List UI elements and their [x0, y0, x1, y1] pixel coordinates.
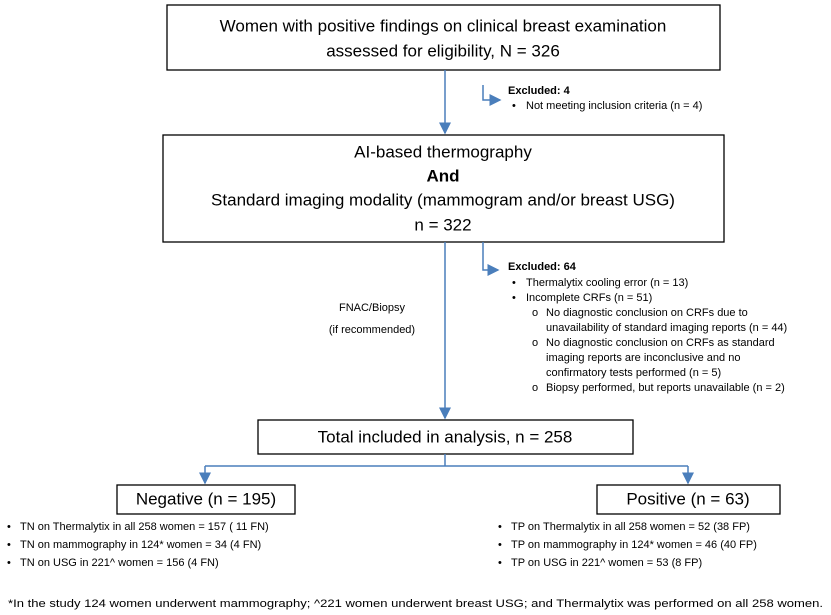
box-text: Women with positive findings on clinical…: [220, 16, 667, 35]
box-text: assessed for eligibility, N = 326: [326, 41, 560, 60]
bullet: •: [512, 292, 516, 304]
bullet: o: [532, 307, 538, 319]
exclusion-item: Thermalytix cooling error (n = 13): [526, 277, 688, 289]
bullet: •: [7, 521, 11, 533]
exclusion-subitem: confirmatory tests performed (n = 5): [546, 367, 721, 379]
box-text: Standard imaging modality (mammogram and…: [211, 190, 675, 209]
box: [116, 484, 296, 515]
bullet: o: [532, 382, 538, 394]
exclusion-subitem: Biopsy performed, but reports unavailabl…: [546, 382, 785, 394]
box: [596, 484, 781, 515]
box-text: And: [426, 166, 459, 185]
box-text: AI-based thermography: [354, 142, 532, 161]
edge-label: FNAC/Biopsy: [339, 302, 406, 314]
result-item: TP on USG in 221^ women = 53 (8 FP): [511, 557, 702, 569]
bullet: •: [498, 557, 502, 569]
bullet: •: [498, 521, 502, 533]
exclusion-title: Excluded: 64: [508, 261, 577, 273]
exclusion-subitem: No diagnostic conclusion on CRFs due to: [546, 307, 748, 319]
box: [162, 134, 725, 243]
result-item: TN on Thermalytix in all 258 women = 157…: [20, 521, 269, 533]
bullet: •: [512, 277, 516, 289]
bullet: o: [532, 337, 538, 349]
bullet: •: [7, 557, 11, 569]
box-text: Total included in analysis, n = 258: [318, 427, 573, 446]
result-item: TN on mammography in 124* women = 34 (4 …: [20, 539, 261, 551]
exclusion-subitem: unavailability of standard imaging repor…: [546, 322, 787, 334]
box-text: Negative (n = 195): [136, 489, 276, 508]
arrow: [482, 85, 502, 106]
result-item: TP on Thermalytix in all 258 women = 52 …: [511, 521, 750, 533]
result-item: TP on mammography in 124* women = 46 (40…: [511, 539, 757, 551]
exclusion-item: Incomplete CRFs (n = 51): [526, 292, 652, 304]
footnote: *In the study 124 women underwent mammog…: [8, 598, 823, 610]
exclusion-subitem: No diagnostic conclusion on CRFs as stan…: [546, 337, 775, 349]
edge-label: (if recommended): [329, 324, 415, 336]
bullet: •: [7, 539, 11, 551]
connector: [205, 454, 688, 467]
result-item: TN on USG in 221^ women = 156 (4 FN): [20, 557, 219, 569]
exclusion-subitem: imaging reports are inconclusive and no: [546, 352, 740, 364]
bullet: •: [498, 539, 502, 551]
box: [166, 4, 721, 71]
exclusion-title: Excluded: 4: [508, 85, 571, 97]
box-text: Positive (n = 63): [626, 489, 749, 508]
bullet: •: [512, 100, 516, 112]
box: [257, 419, 634, 455]
box-text: n = 322: [414, 215, 471, 234]
arrow: [482, 242, 500, 276]
exclusion-item: Not meeting inclusion criteria (n = 4): [526, 100, 702, 112]
